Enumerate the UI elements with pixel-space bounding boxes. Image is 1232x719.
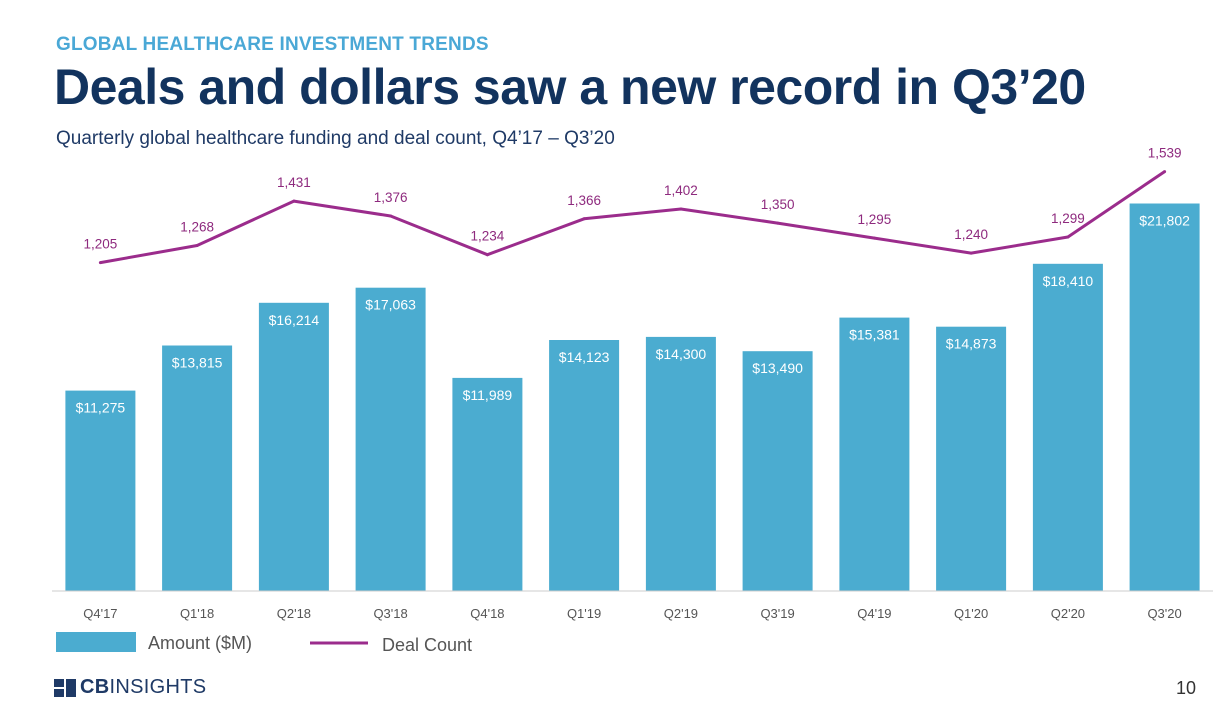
bars-group: $11,275 $13,815 $16,214 $17,063 $11,989 $14,1… — [65, 203, 1200, 592]
deal-count-point — [292, 199, 296, 203]
deal-count-label: 1,402 — [664, 183, 698, 198]
bar-amount — [1032, 263, 1103, 591]
legend-swatch-amount — [56, 632, 136, 652]
page-title: Deals and dollars saw a new record in Q3… — [54, 59, 1086, 115]
deal-count-point — [1066, 235, 1070, 239]
bar-amount — [162, 345, 233, 591]
bar-value-label: $14,873 — [946, 336, 997, 352]
deal-count-label: 1,350 — [761, 197, 795, 212]
bar-value-label: $21,802 — [1139, 213, 1190, 229]
bar-value-label: $18,410 — [1043, 273, 1094, 289]
x-tick-label: Q1'18 — [180, 606, 214, 621]
x-tick-label: Q2'20 — [1051, 606, 1085, 621]
x-tick-label: Q4'17 — [83, 606, 117, 621]
cb-insights-logo-icon — [54, 678, 76, 697]
deal-count-point — [776, 221, 780, 225]
deal-count-label: 1,431 — [277, 175, 311, 190]
legend-label-deal-count: Deal Count — [382, 635, 472, 655]
bar-amount — [645, 336, 716, 592]
bar-value-label: $15,381 — [849, 327, 900, 343]
bar-value-label: $13,815 — [172, 355, 223, 371]
section-kicker: GLOBAL HEALTHCARE INVESTMENT TRENDS — [56, 34, 489, 55]
deal-count-point — [98, 261, 102, 265]
deal-count-label: 1,295 — [858, 212, 892, 227]
bar-value-label: $16,214 — [269, 312, 320, 328]
deal-count-point — [872, 236, 876, 240]
deal-count-line — [100, 170, 1166, 265]
bar-amount — [65, 390, 136, 591]
x-tick-label: Q1'20 — [954, 606, 988, 621]
deal-count-label: 1,240 — [954, 227, 988, 242]
deal-count-point — [582, 217, 586, 221]
x-tick-label: Q4'19 — [857, 606, 891, 621]
deal-count-point — [389, 214, 393, 218]
legend: Amount ($M) Deal Count — [56, 632, 472, 655]
chart-subtitle: Quarterly global healthcare funding and … — [56, 128, 615, 149]
bar-amount — [452, 377, 523, 591]
x-axis-ticks: Q4'17 Q1'18 Q2'18 Q3'18 Q4'18 Q1'19 Q2'19 Q3'19… — [83, 606, 1181, 621]
bar-value-label: $11,275 — [76, 400, 126, 416]
x-tick-label: Q3'18 — [373, 606, 407, 621]
bar-value-label: $14,300 — [656, 346, 707, 362]
x-tick-label: Q1'19 — [567, 606, 601, 621]
deal-count-label: 1,234 — [471, 229, 505, 244]
bar-value-label: $13,490 — [752, 360, 803, 376]
deal-count-label: 1,376 — [374, 190, 408, 205]
bar-amount — [839, 317, 910, 591]
bar-amount — [549, 340, 620, 591]
deal-count-point — [969, 251, 973, 255]
deal-count-point — [485, 253, 489, 257]
x-tick-label: Q3'19 — [760, 606, 794, 621]
deal-count-point — [679, 207, 683, 211]
legend-label-amount: Amount ($M) — [148, 633, 252, 653]
bar-value-label: $11,989 — [463, 387, 513, 403]
bar-value-label: $14,123 — [559, 349, 610, 365]
bar-amount — [355, 287, 426, 591]
deal-count-label: 1,299 — [1051, 211, 1085, 226]
bar-value-label: $17,063 — [365, 297, 416, 313]
deal-count-label: 1,539 — [1148, 146, 1182, 161]
deal-count-label: 1,366 — [567, 193, 601, 208]
x-tick-label: Q2'19 — [664, 606, 698, 621]
deal-count-line-group: 1,205 1,268 1,431 1,376 1,234 1,366 1,402 1,350… — [84, 146, 1182, 265]
bar-amount — [258, 302, 329, 591]
logo-text-cb: CB — [80, 676, 110, 698]
bar-amount — [936, 326, 1007, 591]
bar-amount — [742, 351, 813, 591]
deal-count-label: 1,268 — [180, 220, 214, 235]
deal-count-point — [195, 244, 199, 247]
cb-insights-logo: CB INSIGHTS — [54, 676, 206, 699]
x-tick-label: Q4'18 — [470, 606, 504, 621]
x-tick-label: Q3'20 — [1147, 606, 1181, 621]
deal-count-label: 1,205 — [84, 237, 118, 252]
deal-count-point — [1163, 170, 1167, 174]
x-tick-label: Q2'18 — [277, 606, 311, 621]
logo-text-insights: INSIGHTS — [109, 676, 207, 698]
page-number: 10 — [1175, 678, 1196, 698]
bar-amount — [1129, 203, 1200, 591]
